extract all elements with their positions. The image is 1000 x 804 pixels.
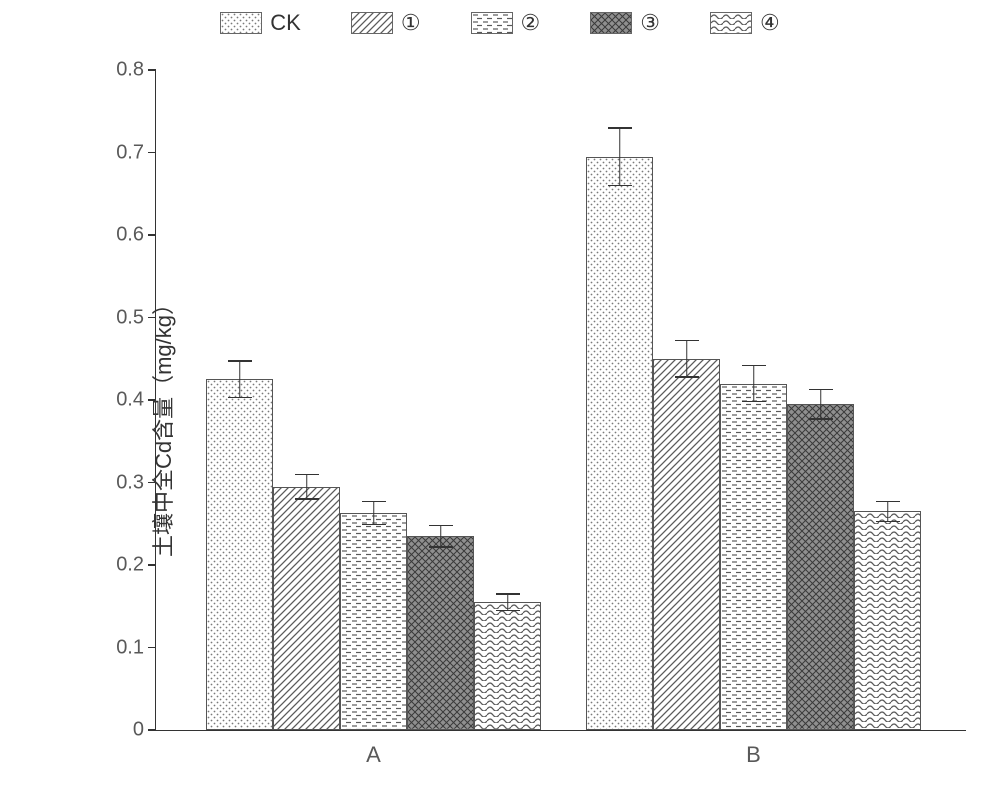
bar-A-s3 <box>407 536 474 730</box>
x-category-label: B <box>746 730 761 768</box>
error-bar-cap <box>876 521 900 523</box>
error-bar-cap <box>608 127 632 129</box>
error-bar-line <box>239 361 241 397</box>
legend-label: ① <box>401 10 421 36</box>
legend-label: ④ <box>760 10 780 36</box>
error-bar-cap <box>809 418 833 420</box>
error-bar-cap <box>608 185 632 187</box>
bar-B-CK <box>586 157 653 730</box>
legend-swatch <box>710 12 752 34</box>
error-bar-line <box>619 128 621 186</box>
y-tick-label: 0.4 <box>116 389 156 412</box>
error-bar-cap <box>228 397 252 399</box>
bar-A-s2 <box>340 513 407 730</box>
error-bar-line <box>373 501 375 524</box>
error-bar-cap <box>876 501 900 503</box>
error-bar-cap <box>496 593 520 595</box>
error-bar-line <box>306 474 308 499</box>
plot-area: 00.10.20.30.40.50.60.70.8AB <box>155 70 966 731</box>
bar-B-s3 <box>787 404 854 730</box>
y-tick-label: 0.2 <box>116 554 156 577</box>
y-tick-label: 0.3 <box>116 471 156 494</box>
legend-swatch <box>471 12 513 34</box>
legend-item-CK: CK <box>220 10 301 36</box>
error-bar-cap <box>362 524 386 526</box>
bar-group-B <box>586 157 921 730</box>
error-bar-cap <box>295 498 319 500</box>
error-bar-cap <box>496 610 520 612</box>
legend-swatch <box>351 12 393 34</box>
error-bar-line <box>887 501 889 521</box>
error-bar-cap <box>675 376 699 378</box>
legend: CK ① ② ③ ④ <box>0 10 1000 36</box>
error-bar-cap <box>295 474 319 476</box>
error-bar-cap <box>429 546 453 548</box>
y-tick-label: 0.1 <box>116 636 156 659</box>
legend-item-s2: ② <box>471 10 541 36</box>
legend-swatch <box>220 12 262 34</box>
legend-label: ③ <box>640 10 660 36</box>
error-bar-line <box>820 389 822 419</box>
error-bar-cap <box>362 501 386 503</box>
bar-B-s2 <box>720 384 787 731</box>
error-bar-cap <box>742 401 766 403</box>
error-bar-cap <box>742 365 766 367</box>
bar-B-s1 <box>653 359 720 730</box>
y-tick-label: 0 <box>133 719 156 742</box>
error-bar-cap <box>429 525 453 527</box>
error-bar-cap <box>228 360 252 362</box>
bars-area <box>156 70 966 730</box>
legend-item-s1: ① <box>351 10 421 36</box>
y-tick-label: 0.8 <box>116 59 156 82</box>
error-bar-line <box>753 365 755 401</box>
x-category-label: A <box>366 730 381 768</box>
bar-B-s4 <box>854 511 921 730</box>
y-tick-label: 0.5 <box>116 306 156 329</box>
bar-A-s4 <box>474 602 541 730</box>
legend-item-s4: ④ <box>710 10 780 36</box>
error-bar-cap <box>675 340 699 342</box>
y-tick-label: 0.6 <box>116 224 156 247</box>
bar-group-A <box>206 379 541 730</box>
y-tick-label: 0.7 <box>116 141 156 164</box>
error-bar-cap <box>809 389 833 391</box>
bar-A-CK <box>206 379 273 730</box>
error-bar-line <box>507 594 509 611</box>
legend-swatch <box>590 12 632 34</box>
error-bar-line <box>686 341 688 377</box>
chart-container: 土壤中全Cd含量（mg/kg） 00.10.20.30.40.50.60.70.… <box>40 60 980 790</box>
legend-label: ② <box>521 10 541 36</box>
legend-item-s3: ③ <box>590 10 660 36</box>
error-bar-line <box>440 525 442 546</box>
legend-label: CK <box>270 10 301 36</box>
bar-A-s1 <box>273 487 340 730</box>
